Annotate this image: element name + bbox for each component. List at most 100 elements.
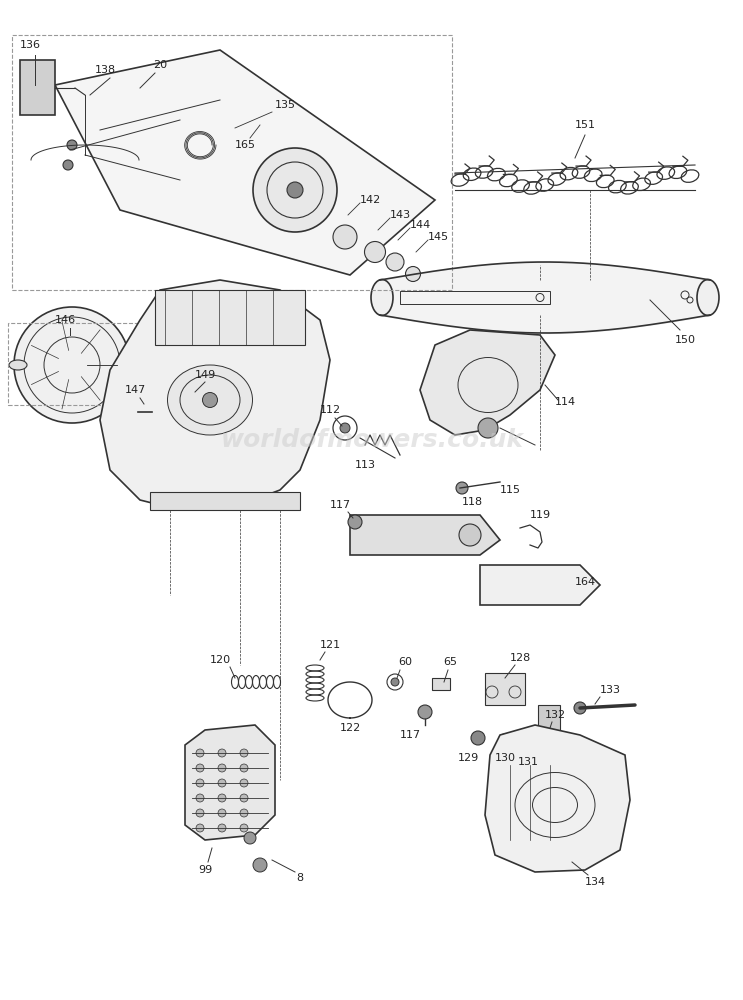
Circle shape: [196, 824, 204, 832]
Polygon shape: [350, 515, 500, 555]
Text: 150: 150: [675, 335, 695, 345]
Text: 65: 65: [443, 657, 457, 667]
Text: 151: 151: [574, 120, 595, 130]
Text: 121: 121: [319, 640, 340, 650]
Circle shape: [218, 824, 226, 832]
Circle shape: [240, 749, 248, 757]
Circle shape: [348, 515, 362, 529]
Bar: [400, 291, 550, 304]
Bar: [538, 705, 560, 740]
Text: 164: 164: [574, 577, 596, 587]
Polygon shape: [181, 369, 189, 381]
Polygon shape: [152, 417, 164, 426]
Text: 165: 165: [235, 140, 256, 150]
Text: 138: 138: [94, 65, 116, 75]
Text: 149: 149: [195, 370, 215, 380]
Polygon shape: [197, 372, 206, 384]
Circle shape: [67, 140, 77, 150]
Circle shape: [196, 809, 204, 817]
Circle shape: [287, 182, 303, 198]
Polygon shape: [152, 384, 164, 393]
Text: 147: 147: [124, 385, 146, 395]
Circle shape: [196, 764, 204, 772]
Polygon shape: [480, 565, 600, 605]
Circle shape: [333, 225, 357, 249]
Text: 119: 119: [530, 510, 551, 520]
Circle shape: [218, 749, 226, 757]
Text: 144: 144: [409, 220, 431, 230]
Ellipse shape: [203, 392, 218, 408]
Circle shape: [240, 809, 248, 817]
Bar: [8, 323, 150, 405]
Bar: [485, 673, 525, 705]
Circle shape: [525, 739, 531, 745]
Ellipse shape: [371, 279, 393, 316]
Circle shape: [153, 373, 217, 437]
Circle shape: [574, 702, 586, 714]
Circle shape: [167, 387, 203, 423]
Circle shape: [14, 307, 130, 423]
Text: 134: 134: [585, 877, 606, 887]
Bar: [20, 60, 55, 115]
Text: 145: 145: [427, 232, 449, 242]
Ellipse shape: [459, 524, 481, 546]
Polygon shape: [181, 429, 189, 441]
Polygon shape: [206, 384, 218, 393]
Polygon shape: [206, 417, 218, 426]
Text: 114: 114: [554, 397, 576, 407]
Text: 122: 122: [340, 723, 360, 733]
Circle shape: [218, 809, 226, 817]
Polygon shape: [164, 372, 173, 384]
Circle shape: [240, 794, 248, 802]
Text: 112: 112: [319, 405, 340, 415]
Ellipse shape: [167, 365, 253, 435]
Circle shape: [253, 858, 267, 872]
Circle shape: [253, 148, 337, 232]
Text: worldofmowers.co.uk: worldofmowers.co.uk: [221, 428, 524, 452]
Bar: [12, 35, 452, 290]
Text: 146: 146: [54, 315, 76, 325]
Circle shape: [137, 404, 153, 420]
Circle shape: [406, 266, 421, 282]
Ellipse shape: [116, 360, 134, 370]
Circle shape: [218, 794, 226, 802]
Text: 136: 136: [19, 40, 41, 50]
Polygon shape: [164, 426, 173, 438]
Ellipse shape: [697, 279, 719, 316]
Circle shape: [240, 779, 248, 787]
Polygon shape: [100, 280, 330, 510]
Text: 132: 132: [545, 710, 565, 720]
Polygon shape: [185, 725, 275, 840]
Circle shape: [196, 794, 204, 802]
Bar: [432, 678, 450, 690]
Circle shape: [340, 423, 350, 433]
Circle shape: [386, 253, 404, 271]
Circle shape: [478, 418, 498, 438]
Text: 20: 20: [153, 60, 167, 70]
Circle shape: [196, 749, 204, 757]
Bar: [150, 492, 300, 510]
Circle shape: [218, 779, 226, 787]
Text: 99: 99: [198, 865, 212, 875]
Polygon shape: [420, 330, 555, 435]
Circle shape: [365, 241, 386, 262]
Polygon shape: [55, 50, 435, 275]
Text: 130: 130: [495, 753, 516, 763]
Circle shape: [391, 678, 399, 686]
Polygon shape: [197, 426, 206, 438]
Circle shape: [240, 764, 248, 772]
Circle shape: [418, 705, 432, 719]
Text: 129: 129: [458, 753, 478, 763]
Text: 120: 120: [210, 655, 230, 665]
Circle shape: [240, 824, 248, 832]
Text: 143: 143: [389, 210, 411, 220]
Ellipse shape: [499, 734, 511, 742]
Ellipse shape: [9, 360, 27, 370]
Text: 60: 60: [398, 657, 412, 667]
Polygon shape: [209, 401, 221, 409]
Text: 128: 128: [510, 653, 531, 663]
Bar: [155, 290, 305, 345]
Text: 135: 135: [274, 100, 296, 110]
Circle shape: [456, 482, 468, 494]
Text: 131: 131: [518, 757, 539, 767]
